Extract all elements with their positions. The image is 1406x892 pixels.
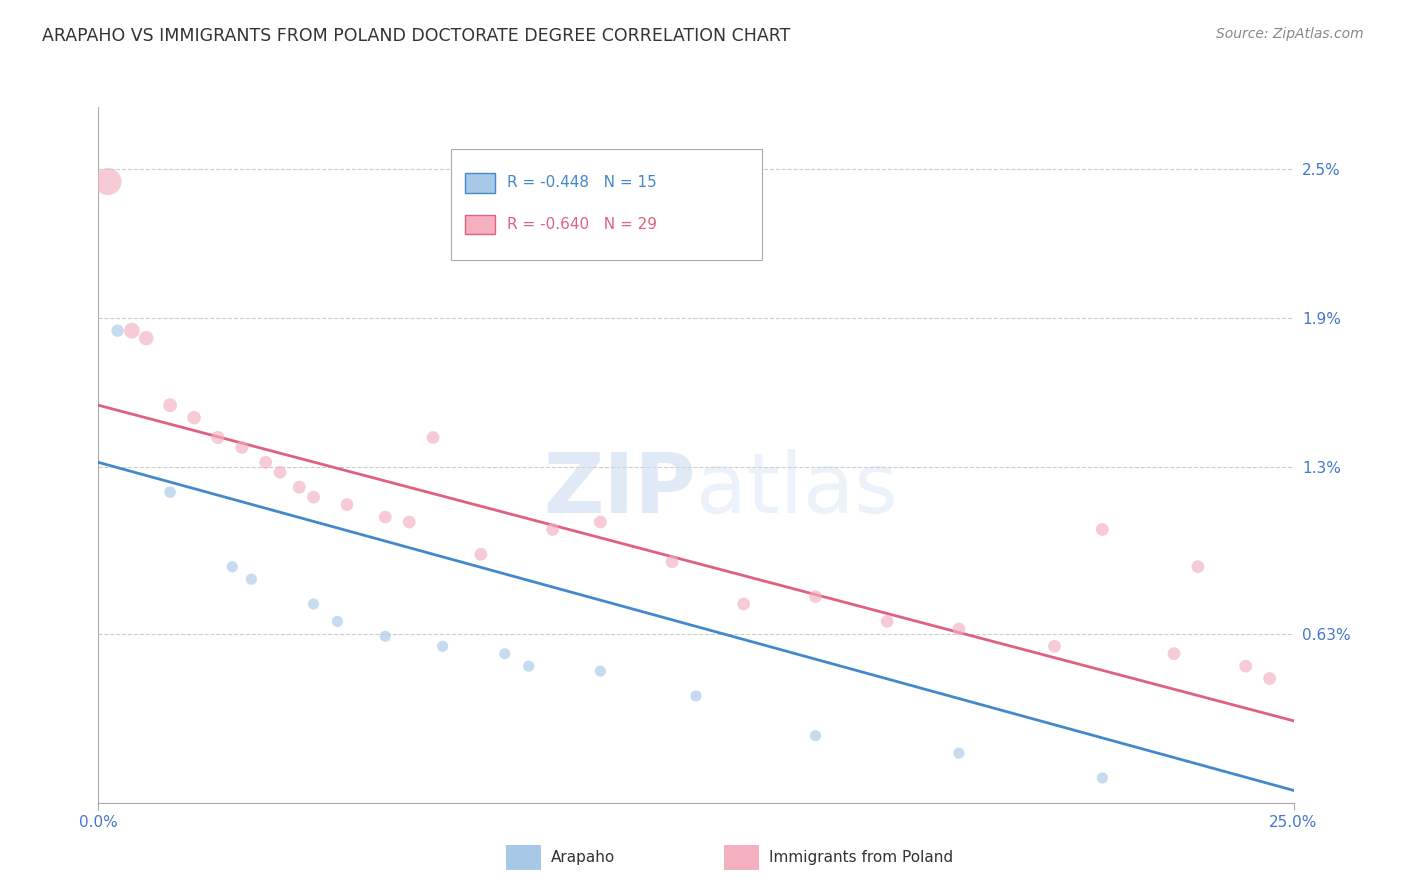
- Text: atlas: atlas: [696, 450, 897, 530]
- FancyBboxPatch shape: [465, 173, 495, 193]
- Point: [422, 430, 444, 444]
- Text: Immigrants from Poland: Immigrants from Poland: [769, 850, 953, 864]
- Point: [374, 629, 396, 643]
- Point: [541, 523, 564, 537]
- Point: [240, 572, 263, 586]
- Point: [470, 547, 492, 561]
- Point: [326, 615, 349, 629]
- FancyBboxPatch shape: [465, 215, 495, 235]
- Point: [221, 559, 243, 574]
- Text: ARAPAHO VS IMMIGRANTS FROM POLAND DOCTORATE DEGREE CORRELATION CHART: ARAPAHO VS IMMIGRANTS FROM POLAND DOCTOR…: [42, 27, 790, 45]
- Point: [1163, 647, 1185, 661]
- Point: [159, 485, 181, 500]
- Text: ZIP: ZIP: [544, 450, 696, 530]
- Point: [1091, 523, 1114, 537]
- Point: [948, 622, 970, 636]
- Point: [135, 331, 157, 345]
- Point: [1187, 559, 1209, 574]
- Point: [159, 398, 181, 412]
- Point: [302, 597, 325, 611]
- Point: [231, 441, 253, 455]
- Point: [733, 597, 755, 611]
- Point: [589, 515, 612, 529]
- Point: [1234, 659, 1257, 673]
- Point: [336, 498, 359, 512]
- Text: Arapaho: Arapaho: [551, 850, 616, 864]
- Text: R = -0.640   N = 29: R = -0.640 N = 29: [508, 217, 657, 232]
- Point: [107, 324, 129, 338]
- Point: [661, 555, 683, 569]
- Point: [207, 430, 229, 444]
- Point: [876, 615, 898, 629]
- Point: [302, 490, 325, 504]
- Point: [517, 659, 540, 673]
- Point: [97, 175, 120, 189]
- Point: [183, 410, 205, 425]
- Point: [948, 746, 970, 760]
- Point: [432, 639, 454, 653]
- Point: [494, 647, 516, 661]
- Text: R = -0.448   N = 15: R = -0.448 N = 15: [508, 176, 657, 190]
- Point: [804, 729, 827, 743]
- Point: [589, 664, 612, 678]
- Point: [398, 515, 420, 529]
- Point: [1043, 639, 1066, 653]
- Text: Source: ZipAtlas.com: Source: ZipAtlas.com: [1216, 27, 1364, 41]
- FancyBboxPatch shape: [451, 149, 762, 260]
- Point: [1091, 771, 1114, 785]
- Point: [121, 324, 143, 338]
- Point: [374, 510, 396, 524]
- Point: [254, 455, 277, 469]
- Point: [288, 480, 311, 494]
- Point: [1258, 672, 1281, 686]
- Point: [269, 466, 291, 480]
- Point: [685, 689, 707, 703]
- Point: [804, 590, 827, 604]
